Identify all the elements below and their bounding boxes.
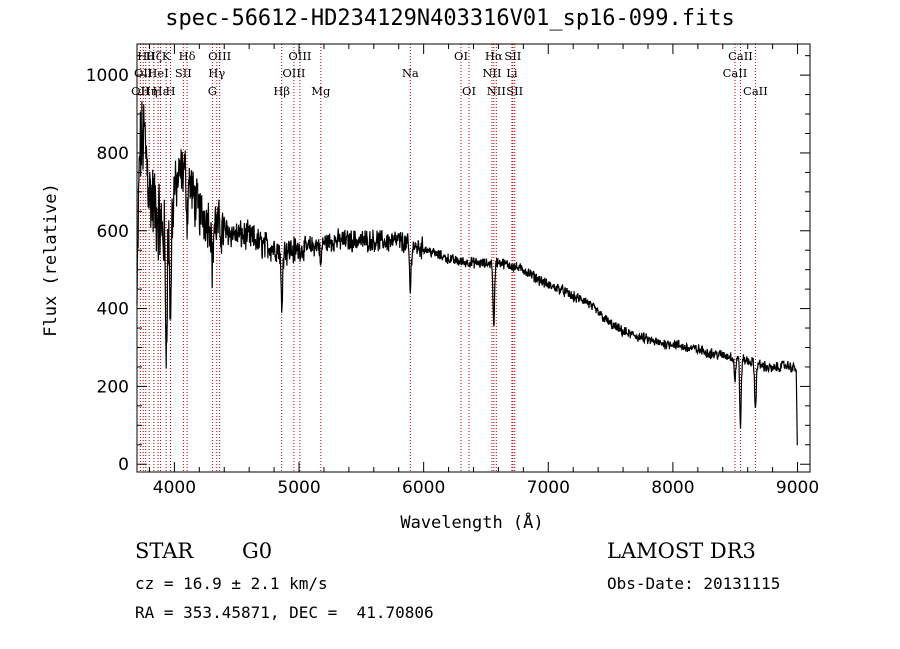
- object-subclass: G0: [242, 539, 273, 563]
- marker-labels-layer: OII OII Hθ Hη Hζ HeI Hε K H SII Hδ G Hγ OIII Hβ OIII OII…: [131, 49, 768, 98]
- coordinates: RA = 353.45871, DEC = 41.70806: [135, 603, 434, 622]
- line-marker-label-3: Hη: [141, 84, 158, 98]
- x-tick-label-1: 5000: [277, 478, 320, 498]
- line-marker-label-16: OIII: [288, 49, 311, 63]
- redshift-cz: cz = 16.9 ± 2.1 km/s: [135, 574, 328, 593]
- line-marker-label-27: CaII: [723, 66, 748, 80]
- y-axis-label: Flux (relative): [41, 183, 61, 337]
- line-marker-label-12: Hγ: [208, 66, 225, 80]
- line-marker-label-22: Hα: [485, 49, 503, 63]
- x-tick-label-3: 7000: [527, 478, 570, 498]
- line-marker-label-13: OIII: [208, 49, 231, 63]
- line-marker-label-29: CaII: [743, 84, 768, 98]
- line-marker-label-7: K: [162, 49, 171, 63]
- line-marker-label-2: Hθ: [137, 49, 154, 63]
- line-marker-label-11: G: [208, 84, 217, 98]
- x-tick-label-0: 4000: [153, 478, 196, 498]
- line-marker-label-4: Hζ: [146, 49, 162, 63]
- y-tick-label-5: 1000: [86, 66, 129, 86]
- line-marker-label-17: Mg: [311, 84, 331, 98]
- line-marker-label-10: Hδ: [179, 49, 196, 63]
- y-tick-label-4: 800: [97, 144, 129, 164]
- x-axis-label: Wavelength (Å): [400, 511, 543, 533]
- object-class: STAR: [135, 539, 194, 563]
- spectrum-layer: [136, 101, 798, 446]
- y-tick-label-2: 400: [97, 300, 129, 320]
- line-marker-label-18: Na: [402, 66, 419, 80]
- line-marker-label-26: SII: [506, 84, 523, 98]
- survey-name: LAMOST DR3: [607, 539, 756, 563]
- line-marker-label-5: HeI: [147, 66, 168, 80]
- x-tick-label-4: 8000: [651, 478, 694, 498]
- line-marker-label-8: H: [166, 84, 176, 98]
- spectrum-line: [136, 101, 798, 446]
- y-tick-label-0: 0: [118, 455, 129, 475]
- y-tick-label-3: 600: [97, 222, 129, 242]
- line-marker-label-9: SII: [175, 66, 192, 80]
- axis-ticks-layer: 4000 5000 6000 7000 8000 9000 0 200 400 600 800 100…: [86, 44, 819, 498]
- obs-date: Obs-Date: 20131115: [607, 574, 781, 593]
- line-marker-label-14: Hβ: [273, 84, 290, 98]
- line-marker-label-19: OI: [454, 49, 468, 63]
- y-tick-label-1: 200: [97, 377, 129, 397]
- plot-title: spec-56612-HD234129N403316V01_sp16-099.f…: [165, 6, 735, 31]
- line-marker-label-28: CaII: [728, 49, 753, 63]
- x-tick-label-5: 9000: [776, 478, 819, 498]
- line-marker-label-20: OI: [462, 84, 476, 98]
- line-marker-label-1: OII: [134, 66, 153, 80]
- line-marker-label-25: SII: [504, 49, 521, 63]
- line-marker-label-6: Hε: [153, 84, 169, 98]
- line-marker-label-15: OIII: [282, 66, 305, 80]
- line-marker-label-0: OII: [131, 84, 150, 98]
- line-marker-label-21: NII: [482, 66, 501, 80]
- line-marker-label-24: Li: [506, 66, 518, 80]
- x-tick-label-2: 6000: [402, 478, 445, 498]
- line-marker-label-23: NII: [487, 84, 506, 98]
